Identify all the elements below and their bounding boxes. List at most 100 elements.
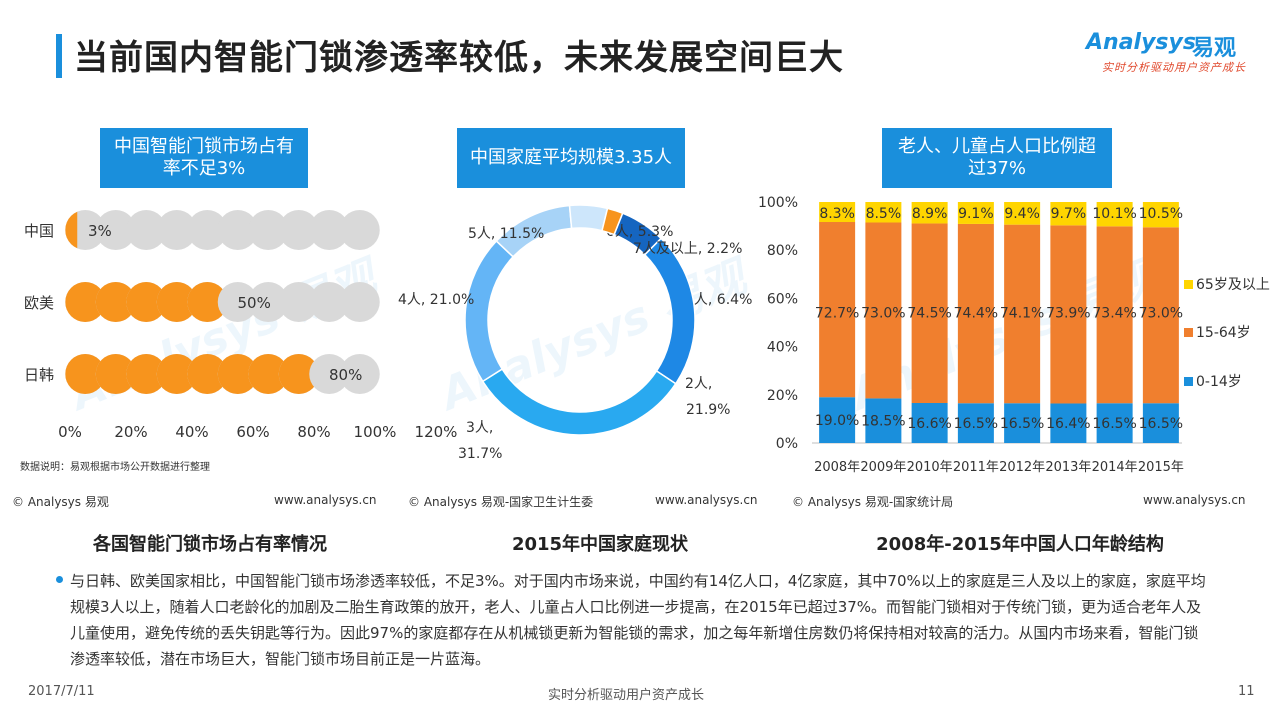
bar-segment (819, 202, 856, 223)
x-tick-label: 2014年 (1092, 460, 1138, 475)
bar-segment (911, 402, 948, 443)
y-tick-label: 20% (767, 388, 798, 404)
slice-label: 3人, 31.7% (458, 420, 502, 462)
logo-text: Analysys (1086, 30, 1196, 55)
x-tick-label: 120% (415, 423, 458, 441)
panel1-source: © Analysys 易观 (12, 495, 109, 509)
bar-value-label: 72.7% (815, 306, 859, 322)
filled-circle (217, 354, 258, 394)
value-label: 50% (238, 294, 271, 312)
empty-circle (309, 282, 350, 322)
bar-value-label: 16.5% (1092, 416, 1136, 432)
brand-logo: Analysys 易观 实时分析驱动用户资产成长 (1086, 30, 1256, 74)
x-tick-label: 2015年 (1138, 460, 1184, 475)
panel3-title-box: 老人、儿童占人口比例超过37% (882, 128, 1112, 188)
panel2-title-box: 中国家庭平均规模3.35人 (457, 128, 685, 188)
slice-label: 5人, 11.5% (468, 226, 544, 242)
slice-label: 4人, 21.0% (398, 292, 474, 308)
bar-segment (1050, 403, 1087, 443)
legend-swatch (1184, 280, 1193, 289)
legend-label: 0-14岁 (1196, 374, 1242, 390)
donut-slice (568, 204, 609, 232)
panel1-title-box: 中国智能门锁市场占有率不足3% (100, 128, 308, 188)
x-tick-label: 2009年 (860, 460, 906, 475)
filled-circle (187, 354, 228, 394)
empty-circle (95, 210, 136, 250)
bar-value-label: 73.0% (861, 306, 905, 322)
x-tick-label: 2011年 (953, 460, 999, 475)
empty-circle (278, 282, 319, 322)
empty-circle (156, 210, 197, 250)
x-tick-label: 2008年 (814, 460, 860, 475)
bar-segment (819, 222, 856, 398)
filled-circle (126, 354, 167, 394)
bar-segment (957, 403, 994, 443)
x-tick-label: 2012年 (999, 460, 1045, 475)
filled-circle (248, 354, 289, 394)
bar-segment (1004, 202, 1041, 225)
panel1-site: www.analysys.cn (274, 493, 377, 507)
bar-segment (911, 223, 948, 403)
filled-circle (187, 282, 228, 322)
bar-segment (865, 398, 902, 443)
filled-circle (65, 282, 106, 322)
legend-swatch (1184, 328, 1193, 337)
filled-circle (156, 354, 197, 394)
bar-value-label: 73.9% (1046, 306, 1090, 322)
panel3-site: www.analysys.cn (1143, 493, 1246, 507)
bar-value-label: 10.5% (1139, 206, 1183, 222)
x-tick-label: 100% (354, 423, 397, 441)
panel2-site: www.analysys.cn (655, 493, 758, 507)
empty-circle (339, 354, 380, 394)
panel3-source: © Analysys 易观-国家统计局 (792, 495, 954, 509)
panel1-caption: 各国智能门锁市场占有率情况 (93, 534, 327, 555)
age-structure-stacked-bar: 0% 20% 40% 60% 80% 100% 19.0% 72.7% 8.3% 2008年 18.… (758, 195, 1270, 475)
panel2-title: 中国家庭平均规模3.35人 (469, 147, 673, 168)
bar-segment (1142, 403, 1179, 443)
page-number: 11 (1238, 684, 1255, 699)
bar-segment (1096, 403, 1133, 443)
bar-value-label: 16.5% (954, 416, 998, 432)
bar-value-label: 18.5% (861, 414, 905, 430)
x-tick-label: 0% (58, 423, 82, 441)
bar-value-label: 74.5% (907, 306, 951, 322)
bar-value-label: 10.1% (1092, 206, 1136, 222)
bar-value-label: 16.5% (1000, 416, 1044, 432)
slice-label: 7人及以上, 2.2% (633, 241, 742, 257)
bar-value-label: 16.4% (1046, 416, 1090, 432)
x-tick-label: 2013年 (1045, 460, 1091, 475)
empty-circle (339, 210, 380, 250)
panel2-source: © Analysys 易观-国家卫生计生委 (408, 495, 594, 509)
bar-segment (1142, 202, 1179, 228)
filled-circle (156, 282, 197, 322)
empty-circle (126, 210, 167, 250)
panel2-caption: 2015年中国家庭现状 (511, 534, 689, 555)
bar-value-label: 8.5% (866, 206, 902, 222)
filled-circle (278, 354, 319, 394)
legend-swatch (1184, 377, 1193, 386)
empty-circle (339, 282, 380, 322)
y-tick-label: 60% (767, 291, 798, 307)
filled-circle (126, 282, 167, 322)
x-tick-label: 40% (175, 423, 208, 441)
x-tick-label: 2010年 (907, 460, 953, 475)
x-tick-label: 80% (297, 423, 330, 441)
value-label: 3% (88, 222, 112, 240)
donut-slice (601, 207, 624, 236)
y-tick-label: 100% (758, 195, 798, 211)
bar-segment (865, 222, 902, 399)
legend-label: 65岁及以上 (1196, 277, 1270, 293)
empty-circle (248, 210, 289, 250)
donut-slice (481, 368, 677, 436)
empty-circle (187, 210, 228, 250)
row-label: 日韩 (24, 366, 54, 384)
slice-label: 2人, 21.9% (685, 376, 730, 418)
y-tick-label: 80% (767, 243, 798, 259)
row-label: 中国 (24, 222, 54, 240)
bar-value-label: 9.4% (1004, 206, 1040, 222)
donut-slice (464, 239, 515, 383)
bar-segment (1004, 403, 1041, 443)
donut-slice (643, 237, 696, 385)
panel3-title: 老人、儿童占人口比例超过37% (898, 136, 1096, 179)
bar-value-label: 9.1% (958, 206, 994, 222)
